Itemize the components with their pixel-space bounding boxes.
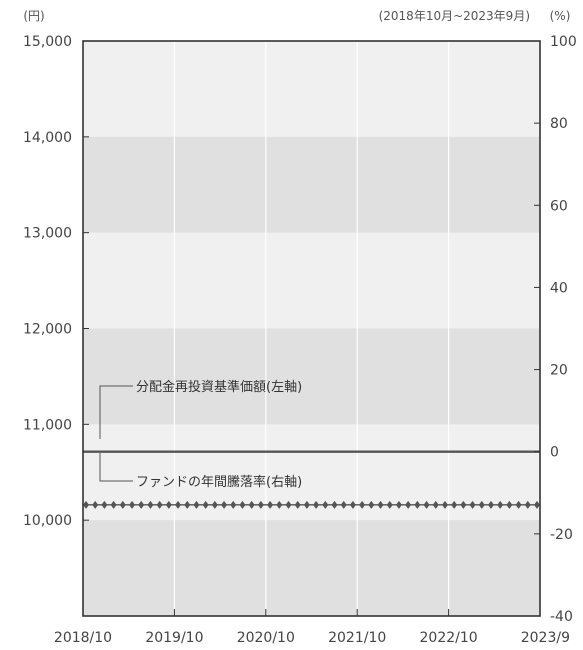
nav-point [506,500,513,509]
nav-series-label: 分配金再投資基準価額(左軸) [136,379,302,395]
x-axis: 2018/10 2019/10 2020/10 2021/10 2022/10 2023/… [54,609,570,646]
nav-point [257,500,264,509]
nav-point [294,500,301,509]
y-left-tick-label: 12,000 [23,322,72,338]
shade-band [83,520,540,616]
nav-point [101,500,108,509]
return-series-label: ファンドの年間騰落率(右軸) [136,474,302,490]
nav-point [230,500,237,509]
y-left-tick-label: 13,000 [23,226,72,242]
y-left-tick-label: 14,000 [23,130,72,146]
nav-point [165,500,172,509]
nav-point [386,500,393,509]
nav-point [377,500,384,509]
left-unit-label: (円) [23,9,44,23]
nav-point [469,500,476,509]
y-left-tick-label: 11,000 [23,417,72,433]
right-axis: -40 -20 0 20 40 60 80 100 [534,34,577,625]
nav-point [423,500,430,509]
y-right-tick-label: 0 [550,445,559,461]
nav-point [129,500,136,509]
nav-point [248,500,255,509]
nav-point [460,500,467,509]
nav-point [193,500,200,509]
nav-point [267,500,274,509]
nav-point [414,500,421,509]
right-unit-label: (%) [550,9,571,23]
nav-point [175,500,182,509]
x-tick-label: 2021/10 [328,630,386,646]
nav-point [303,500,310,509]
nav-point [138,500,145,509]
nav-point [92,500,99,509]
nav-point [395,500,402,509]
nav-point [432,500,439,509]
nav-point [119,500,126,509]
nav-point [478,500,485,509]
y-right-tick-label: 40 [550,280,568,296]
y-right-tick-label: -20 [550,527,573,543]
y-right-tick-label: -40 [550,609,573,625]
y-right-tick-label: 60 [550,198,568,214]
return-leader-line [99,453,133,482]
nav-point [285,500,292,509]
nav-point [83,500,89,509]
nav-leader-line [99,385,133,439]
nav-point [239,500,246,509]
nav-point [322,500,329,509]
x-gridlines [173,41,450,616]
nav-point [184,500,191,509]
x-tick-label: 2018/10 [54,630,112,646]
y-right-tick-label: 80 [550,116,568,132]
nav-point [276,500,283,509]
x-tick-label: 2020/10 [237,630,295,646]
y-right-tick-label: 20 [550,363,568,379]
x-tick-label: 2023/9 [521,630,570,646]
nav-point [331,500,338,509]
bands [83,136,540,616]
nav-point [359,500,366,509]
period-label: (2018年10月~2023年9月) [379,9,530,23]
series-layer [83,450,540,509]
nav-point [156,500,163,509]
nav-point [368,500,375,509]
shade-band [83,328,540,425]
nav-point [202,500,209,509]
nav-point [211,500,218,509]
y-left-tick-label: 15,000 [23,34,72,50]
nav-point [349,500,356,509]
nav-point [340,500,347,509]
nav-point [221,500,228,509]
y-right-tick-label: 100 [550,34,577,50]
x-tick-label: 2019/10 [145,630,203,646]
nav-point [441,500,448,509]
nav-point [524,500,531,509]
nav-point [497,500,504,509]
nav-point [534,500,540,509]
nav-point [487,500,494,509]
nav-point [405,500,412,509]
nav-point [451,500,458,509]
nav-point [313,500,320,509]
nav-point [147,500,154,509]
shade-band [83,136,540,233]
nav-point [515,500,522,509]
left-axis: 10,000 11,000 12,000 13,000 14,000 15,000 [23,34,89,529]
nav-point [110,500,117,509]
y-left-tick-label: 10,000 [23,513,72,529]
x-tick-label: 2022/10 [420,630,478,646]
